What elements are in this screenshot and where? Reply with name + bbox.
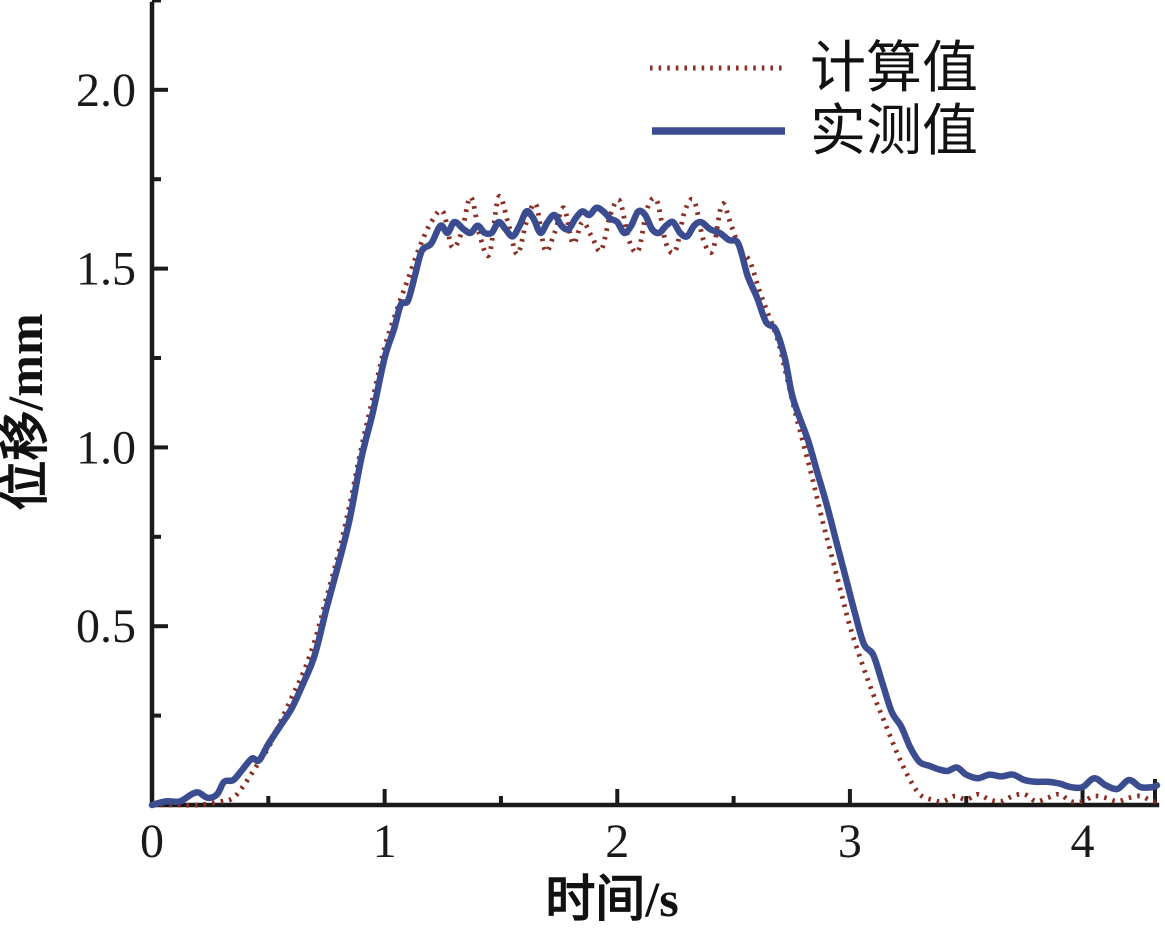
- x-tick-label: 4: [1071, 815, 1095, 868]
- series-curve-0: [152, 193, 1159, 808]
- x-tick-label: 2: [605, 815, 629, 868]
- y-tick-label: 1.5: [76, 243, 136, 296]
- legend-label-measured: 实测值: [810, 101, 978, 163]
- x-tick-label: 1: [373, 815, 397, 868]
- y-tick-label: 1.0: [76, 421, 136, 474]
- x-tick-label: 3: [838, 815, 862, 868]
- legend: 计算值 实测值: [650, 38, 978, 163]
- x-tick-label: 0: [140, 815, 164, 868]
- y-tick-label: 2.0: [76, 64, 136, 117]
- series-curve-1: [148, 204, 1161, 809]
- legend-label-calculated: 计算值: [810, 38, 978, 100]
- plot-area: 0 1 2 3 4 0.5 1.0 1.5 2.0: [76, 0, 1161, 868]
- x-axis-title: 时间/s: [545, 871, 678, 927]
- y-tick-label: 0.5: [76, 600, 136, 653]
- y-axis-title: 位移/mm: [0, 313, 53, 510]
